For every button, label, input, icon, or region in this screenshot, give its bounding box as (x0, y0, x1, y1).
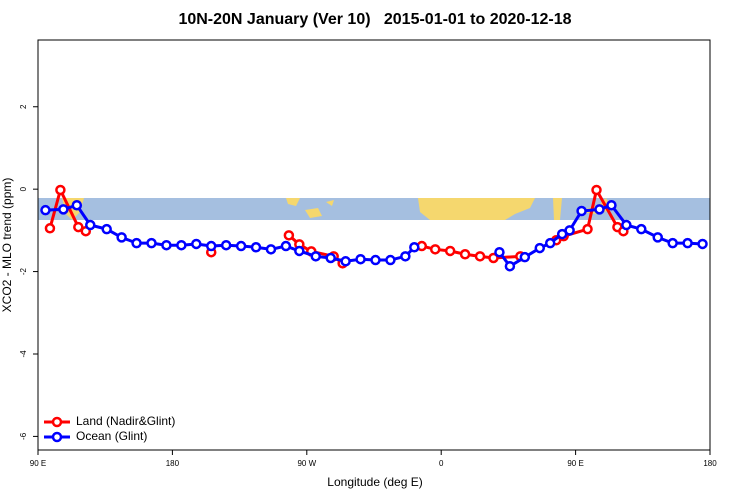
data-point (488, 252, 499, 264)
data-point (191, 238, 202, 250)
data-point (594, 204, 605, 215)
data-point (494, 246, 505, 258)
data-point (73, 221, 84, 233)
data-point (283, 230, 295, 241)
data-point (146, 237, 157, 249)
data-point (265, 244, 277, 255)
data-point (697, 238, 708, 250)
data-point (544, 237, 556, 249)
x-tick-label: 180 (703, 459, 717, 468)
legend-marker (51, 416, 63, 428)
data-point (682, 237, 693, 249)
plot-frame (37, 39, 711, 451)
data-point (131, 237, 142, 249)
data-point (385, 254, 396, 266)
data-point (504, 260, 516, 272)
data-point (205, 240, 217, 252)
x-tick-label: 0 (439, 459, 444, 468)
data-point (235, 240, 247, 252)
legend-label: Land (Nadir&Glint) (76, 414, 175, 428)
data-point (582, 223, 593, 235)
data-point (340, 256, 351, 267)
x-tick-label: 180 (166, 459, 180, 468)
data-point (220, 239, 232, 251)
data-point (355, 253, 366, 265)
data-point (280, 240, 292, 252)
data-point (250, 242, 262, 253)
data-point (44, 223, 56, 234)
data-point (161, 239, 172, 251)
data-point (636, 223, 647, 235)
data-point (58, 204, 69, 215)
y-axis-label: XCO2 - MLO trend (ppm) (0, 178, 14, 313)
data-point (459, 249, 471, 260)
x-tick-label: 90 E (567, 459, 583, 468)
data-point (652, 232, 663, 243)
data-point (591, 184, 602, 196)
data-point (519, 251, 531, 263)
data-point (370, 254, 381, 266)
data-point (85, 219, 96, 231)
legend-marker (51, 431, 63, 443)
data-point (40, 204, 51, 216)
data-point (310, 251, 322, 262)
y-tick-label: -4 (19, 350, 28, 358)
data-point (55, 184, 66, 196)
data-point (534, 242, 546, 254)
data-point (474, 251, 486, 262)
data-point (564, 225, 575, 236)
map-strip (38, 198, 710, 220)
data-point (667, 237, 678, 249)
data-point (294, 245, 305, 257)
data-point (444, 245, 456, 257)
legend-label: Ocean (Glint) (76, 429, 147, 443)
data-point (71, 199, 83, 211)
data-point (400, 251, 411, 262)
data-point (606, 199, 617, 211)
y-tick-label: 2 (19, 104, 28, 109)
y-tick-label: 0 (19, 186, 28, 191)
data-point (101, 223, 112, 235)
y-tick-label: -6 (19, 432, 28, 440)
y-tick-label: -2 (19, 267, 28, 275)
x-axis-label: Longitude (deg E) (327, 475, 422, 489)
data-point (429, 244, 441, 255)
x-tick-label: 90 W (297, 459, 316, 468)
data-point (325, 252, 336, 264)
data-point (176, 239, 187, 251)
x-tick-label: 90 E (30, 459, 46, 468)
data-point (576, 205, 587, 217)
data-point (116, 232, 127, 243)
data-point (409, 242, 420, 253)
chart-title: 10N-20N January (Ver 10) 2015-01-01 to 2… (178, 11, 571, 28)
data-point (621, 219, 632, 231)
